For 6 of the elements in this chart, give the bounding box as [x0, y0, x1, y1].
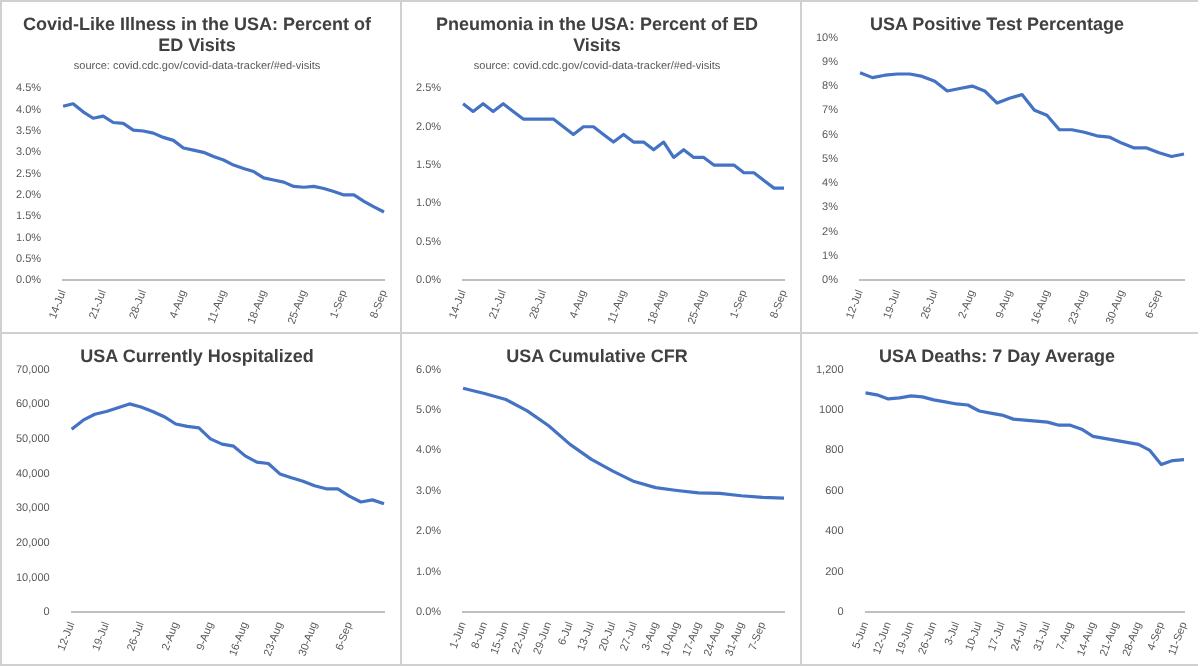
chart-title: Pneumonia in the USA: Percent of ED Visits — [435, 13, 760, 56]
chart-title: Covid-Like Illness in the USA: Percent of ED Visits — [22, 13, 374, 56]
chart-title: USA Deaths: 7 Day Average — [878, 345, 1116, 366]
chart-title: USA Currently Hospitalized — [80, 345, 314, 366]
chart-title: USA Positive Test Percentage — [869, 13, 1125, 34]
chart-title: USA Cumulative CFR — [506, 345, 689, 366]
